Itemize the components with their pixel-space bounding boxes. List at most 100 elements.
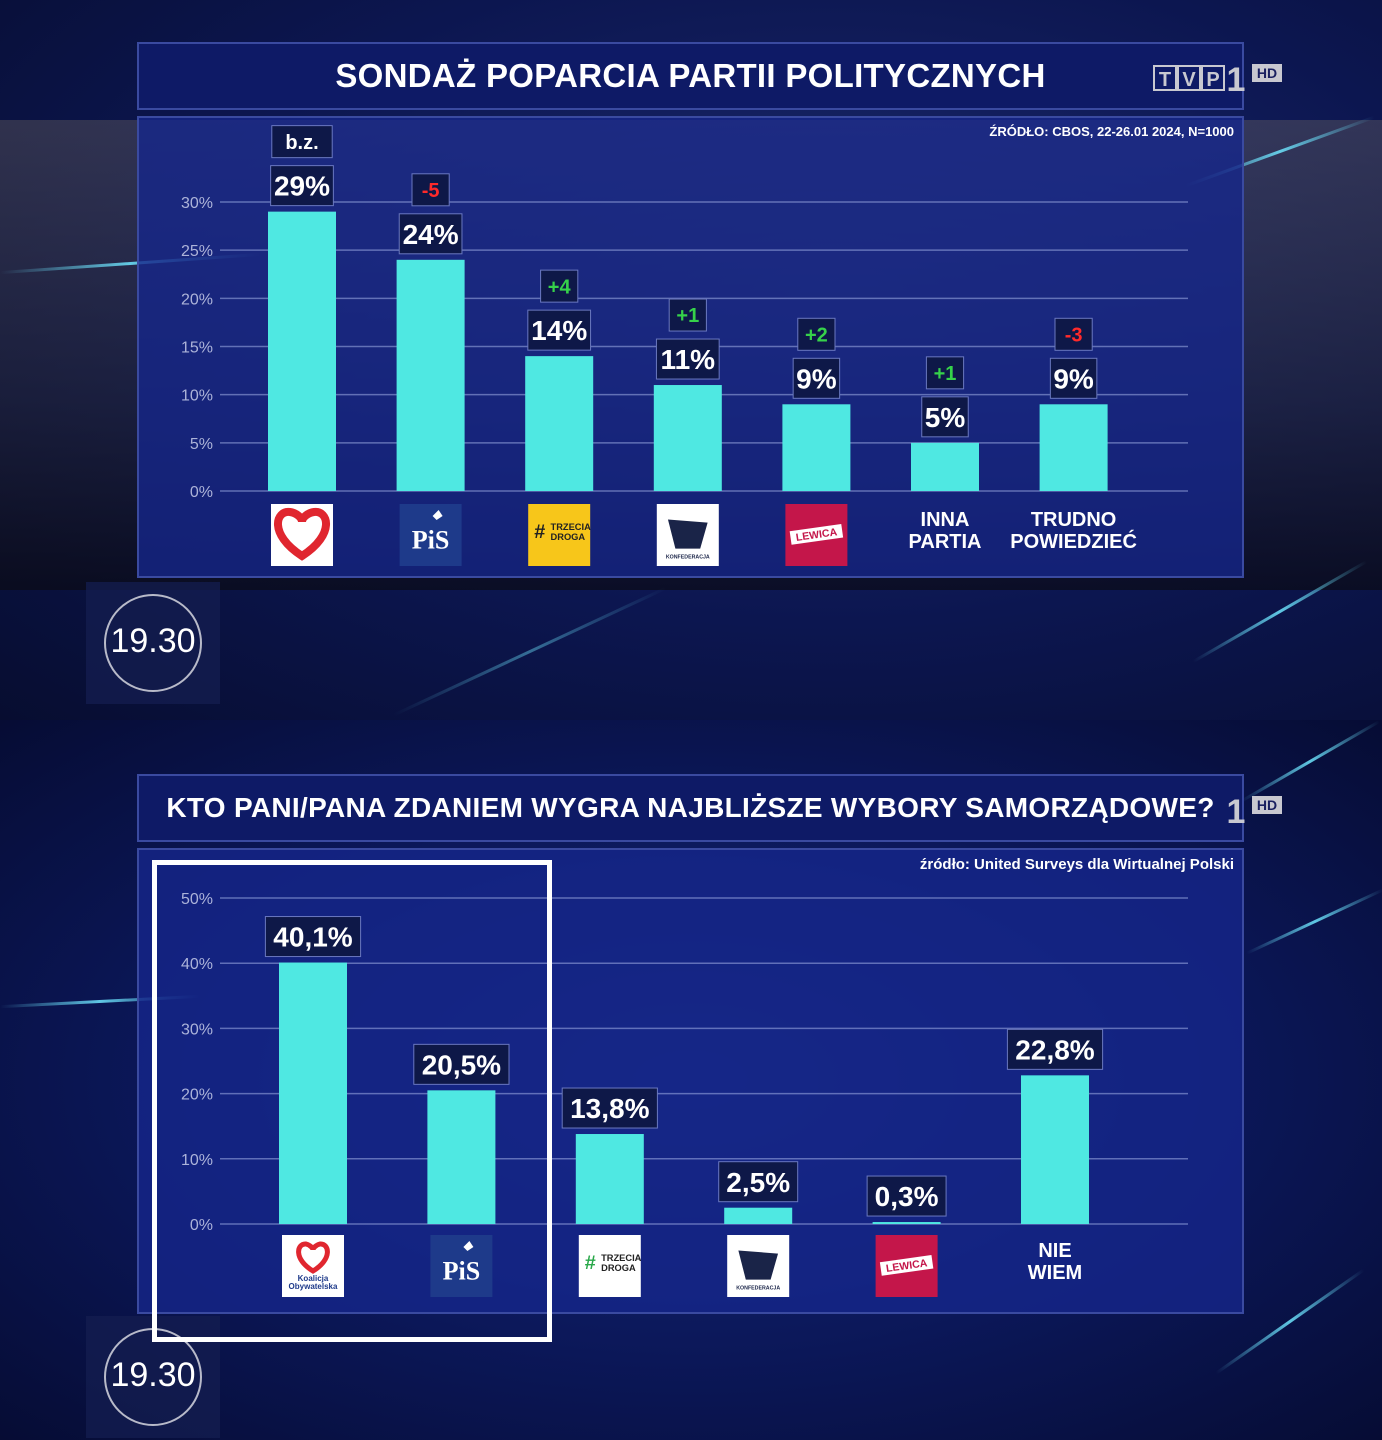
lewica-label-bg	[879, 1255, 934, 1276]
lewica-label-bg	[789, 524, 844, 545]
svg-text:1: 1	[1227, 61, 1246, 96]
bar	[872, 1222, 941, 1224]
ko-logo-text: Obywatelska	[289, 1282, 338, 1291]
category-label: NIE	[1038, 1240, 1071, 1262]
y-tick-label: 50%	[181, 891, 213, 908]
data-label-box	[655, 338, 720, 380]
lewica-logo-text: LEWICA	[885, 1257, 928, 1275]
heart-icon	[296, 1241, 330, 1274]
y-tick-label: 20%	[181, 1087, 213, 1104]
category-label: PARTIA	[909, 531, 982, 553]
konf-crown-icon	[667, 519, 708, 549]
hash-icon: #	[585, 1252, 596, 1274]
data-label-box	[1049, 357, 1098, 399]
change-label: +2	[805, 325, 828, 347]
pis-logo-text: PiS	[443, 1257, 481, 1286]
eagle-icon	[432, 510, 443, 520]
change-label-box	[925, 356, 965, 390]
y-tick-label: 0%	[190, 484, 213, 501]
lewica-logo-text: LEWICA	[795, 526, 838, 544]
data-label-box	[866, 1175, 947, 1217]
data-label: 11%	[661, 344, 716, 375]
data-label: 22,8%	[1015, 1034, 1094, 1065]
data-label: 9%	[1053, 363, 1094, 394]
clock-ring	[104, 594, 202, 692]
data-label: 0,3%	[875, 1181, 939, 1212]
bar	[427, 1090, 496, 1224]
tvp1-hd-logo: 1 HD	[1227, 793, 1282, 828]
data-label-box	[527, 309, 592, 351]
bar	[1039, 404, 1108, 491]
ko-logo-text: Koalicja	[298, 1274, 329, 1283]
td-logo-bg	[578, 1235, 641, 1297]
change-label: -5	[422, 180, 440, 202]
svg-text:HD: HD	[1257, 797, 1277, 813]
data-label-box	[792, 357, 841, 399]
category-label: INNA	[921, 509, 970, 531]
data-label: 24%	[403, 219, 459, 250]
poll-screen-2: KTO PANI/PANA ZDANIEM WYGRA NAJBLIŻSZE W…	[0, 720, 1382, 1440]
data-label: 2,5%	[726, 1167, 790, 1198]
heart-icon	[274, 508, 330, 561]
data-label: 29%	[274, 171, 330, 202]
y-tick-label: 30%	[181, 1021, 213, 1038]
data-label-box	[398, 213, 463, 255]
bar	[653, 385, 722, 491]
pis-logo-bg	[399, 504, 462, 566]
change-label: -3	[1065, 325, 1083, 347]
pis-logo-bg	[430, 1235, 493, 1297]
svg-text:HD: HD	[1257, 65, 1277, 81]
y-tick-label: 10%	[181, 1152, 213, 1169]
td-logo-text: DROGA	[551, 532, 586, 542]
y-tick-label: 5%	[190, 436, 213, 453]
bar	[279, 962, 347, 1224]
data-label: 14%	[531, 315, 587, 346]
data-label-box	[413, 1043, 510, 1085]
bar	[911, 442, 979, 491]
hash-icon: #	[534, 521, 545, 543]
konf-crown-icon	[738, 1250, 779, 1280]
bar-chart-support: 0% 5% 10% 15% 20% 25% 30% 29% b.z. 24% -5 PiS 14% +4 #…	[181, 125, 1188, 566]
category-label: POWIEDZIEĆ	[1010, 529, 1137, 553]
change-label-box	[668, 298, 707, 332]
y-tick-label: 15%	[181, 340, 213, 357]
change-label: +1	[934, 363, 957, 385]
change-label: +4	[548, 276, 572, 298]
category-label: WIEM	[1028, 1262, 1082, 1284]
svg-text:1: 1	[1227, 793, 1246, 828]
y-tick-label: 25%	[181, 243, 213, 260]
data-label: 5%	[925, 402, 966, 433]
bar	[396, 259, 465, 491]
data-label: 13,8%	[570, 1093, 649, 1124]
chart-title: KTO PANI/PANA ZDANIEM WYGRA NAJBLIŻSZE W…	[137, 774, 1244, 842]
data-label-box	[264, 916, 362, 958]
highlight-frame	[152, 860, 552, 1342]
change-label: b.z.	[285, 132, 318, 154]
y-tick-label: 30%	[181, 195, 213, 212]
data-label-box	[561, 1087, 658, 1129]
clock-badge: 19.30	[86, 582, 220, 704]
svg-text:T: T	[1159, 69, 1171, 91]
clock-badge: 19.30	[86, 1316, 220, 1438]
y-tick-label: 10%	[181, 388, 213, 405]
data-label-box	[1006, 1028, 1104, 1070]
change-label: +1	[676, 305, 699, 327]
y-tick-label: 0%	[190, 1217, 213, 1234]
bar	[525, 356, 594, 491]
td-logo-bg	[528, 504, 591, 566]
chart-source: ŹRÓDŁO: CBOS, 22-26.01 2024, N=1000	[989, 124, 1234, 139]
konf-logo-text: KONFEDERACJA	[666, 555, 710, 561]
change-label-box	[271, 125, 333, 159]
bar	[782, 404, 851, 491]
change-label-box	[1054, 317, 1093, 351]
svg-text:P: P	[1206, 69, 1219, 91]
chart-source: źródło: United Surveys dla Wirtualnej Po…	[919, 856, 1234, 873]
poll-screen-1: SONDAŻ POPARCIA PARTII POLITYCZNYCH T V …	[0, 0, 1382, 720]
pis-logo-text: PiS	[412, 526, 450, 555]
bar	[268, 211, 336, 491]
data-label-box	[270, 165, 334, 207]
chart-title: SONDAŻ POPARCIA PARTII POLITYCZNYCH	[137, 42, 1244, 110]
konf-logo-text: KONFEDERACJA	[736, 1286, 780, 1292]
clock-time: 19.30	[110, 1356, 196, 1394]
bar	[1021, 1075, 1089, 1224]
